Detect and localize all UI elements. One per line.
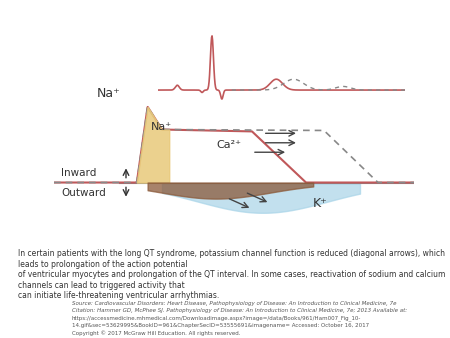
Text: Ca²⁺: Ca²⁺ bbox=[216, 141, 241, 150]
Text: Copyright © 2017 McGraw Hill Education. All rights reserved.: Copyright © 2017 McGraw Hill Education. … bbox=[72, 331, 240, 336]
Text: Inward: Inward bbox=[61, 168, 97, 178]
Text: 14.gif&sec=53629995&BookID=961&ChapterSecID=53555691&imagename= Accessed: Octobe: 14.gif&sec=53629995&BookID=961&ChapterSe… bbox=[72, 323, 369, 328]
Text: K⁺: K⁺ bbox=[313, 197, 328, 210]
Text: Mc: Mc bbox=[28, 308, 44, 318]
Text: Outward: Outward bbox=[61, 188, 106, 198]
Text: https://accessmedicine.mhmedical.com/Downloadimage.aspx?image=/data/Books/961/Ha: https://accessmedicine.mhmedical.com/Dow… bbox=[72, 316, 361, 321]
Text: In certain patients with the long QT syndrome, potassium channel function is red: In certain patients with the long QT syn… bbox=[18, 249, 445, 300]
Text: Graw: Graw bbox=[22, 315, 50, 325]
Text: Na⁺: Na⁺ bbox=[151, 122, 172, 131]
Text: Citation: Hammer GD, McPhee SJ. Pathophysiology of Disease: An Introduction to C: Citation: Hammer GD, McPhee SJ. Pathophy… bbox=[72, 308, 407, 313]
Text: Hill: Hill bbox=[27, 322, 45, 332]
Text: Source: Cardiovascular Disorders: Heart Disease, Pathophysiology of Disease: An : Source: Cardiovascular Disorders: Heart … bbox=[72, 301, 396, 306]
Text: Na⁺: Na⁺ bbox=[97, 87, 121, 100]
